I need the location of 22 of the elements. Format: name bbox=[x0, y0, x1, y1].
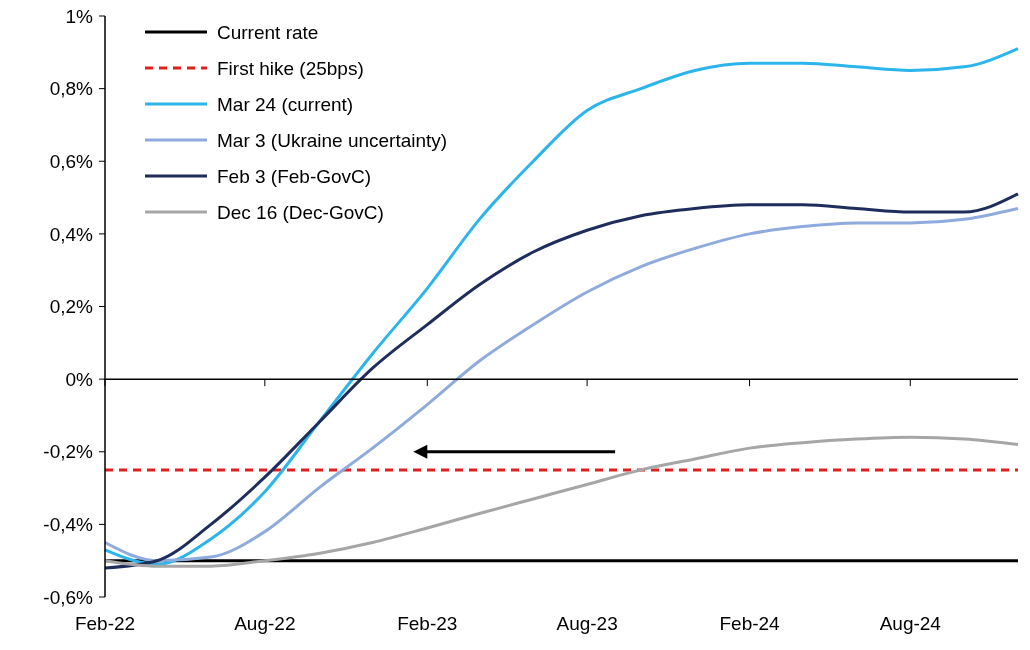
legend-label: Feb 3 (Feb-GovC) bbox=[217, 165, 372, 187]
legend-label: First hike (25bps) bbox=[217, 57, 364, 79]
y-tick-label: 0% bbox=[65, 368, 94, 390]
legend-label: Mar 24 (current) bbox=[217, 93, 354, 115]
y-tick-label: -0,4% bbox=[43, 514, 94, 536]
legend-label: Dec 16 (Dec-GovC) bbox=[217, 201, 384, 223]
x-tick-label: Aug-24 bbox=[879, 613, 942, 634]
y-tick-label: 0,2% bbox=[49, 296, 94, 318]
line-series bbox=[103, 435, 1020, 568]
x-tick-label: Feb-24 bbox=[719, 613, 781, 634]
legend-label: Current rate bbox=[217, 21, 319, 43]
x-tick-label: Aug-22 bbox=[234, 613, 296, 634]
y-tick-label: -0,6% bbox=[43, 586, 94, 608]
x-tick-label: Feb-22 bbox=[74, 613, 136, 634]
y-tick-label: 0,8% bbox=[49, 78, 94, 100]
y-tick-label: 0,6% bbox=[49, 150, 94, 172]
y-tick-label: 1% bbox=[65, 5, 94, 27]
y-tick-label: -0,2% bbox=[43, 441, 94, 463]
x-tick-label: Feb-23 bbox=[397, 613, 458, 634]
y-tick-label: 0,4% bbox=[49, 223, 94, 245]
x-tick-label: Aug-23 bbox=[556, 613, 618, 634]
legend-label: Mar 3 (Ukraine uncertainty) bbox=[217, 129, 448, 151]
